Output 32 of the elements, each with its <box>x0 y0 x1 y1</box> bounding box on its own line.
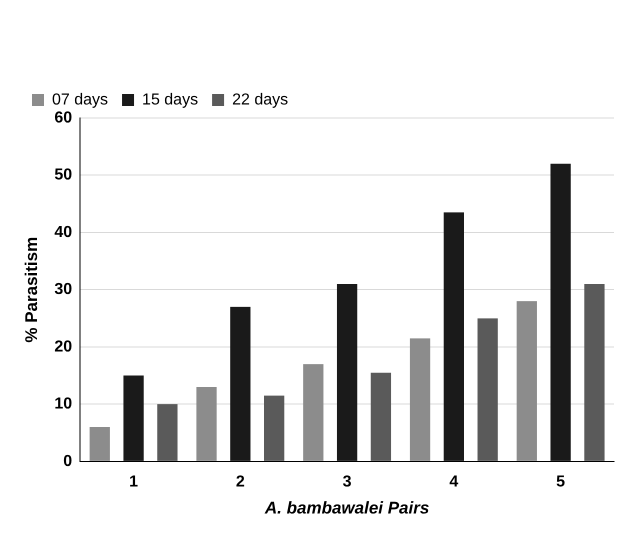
bar <box>550 164 571 461</box>
bar <box>336 284 358 461</box>
x-axis-title: A. bambawalei Pairs <box>264 498 430 518</box>
y-tick-label: 0 <box>63 452 72 470</box>
y-tick-label: 50 <box>54 166 72 184</box>
y-tick-label: 30 <box>54 281 72 298</box>
bar <box>478 318 498 461</box>
x-tick-label: 3 <box>342 473 352 490</box>
y-tick-label: 10 <box>54 396 72 413</box>
legend-label: 07 days <box>52 91 108 108</box>
legend-label: 15 days <box>142 91 198 108</box>
bar <box>90 427 110 461</box>
legend-label: 22 days <box>232 91 288 108</box>
bar <box>444 212 464 461</box>
y-axis-title: % Parasitism <box>22 236 41 343</box>
y-tick-label: 40 <box>54 224 72 241</box>
bar <box>264 396 284 461</box>
bar <box>584 284 605 461</box>
x-tick-label: 4 <box>449 473 458 490</box>
bar <box>196 386 217 461</box>
bar <box>157 404 178 461</box>
bar <box>370 372 392 461</box>
bar <box>516 301 537 461</box>
x-tick-label: 1 <box>129 473 138 490</box>
bar <box>410 338 430 461</box>
x-tick-label: 5 <box>556 473 566 490</box>
y-tick-label: 20 <box>54 338 72 356</box>
bar <box>123 376 144 461</box>
x-tick-label: 2 <box>236 473 245 490</box>
bar <box>303 364 324 461</box>
bar <box>230 306 250 461</box>
y-tick-label: 60 <box>54 109 72 126</box>
